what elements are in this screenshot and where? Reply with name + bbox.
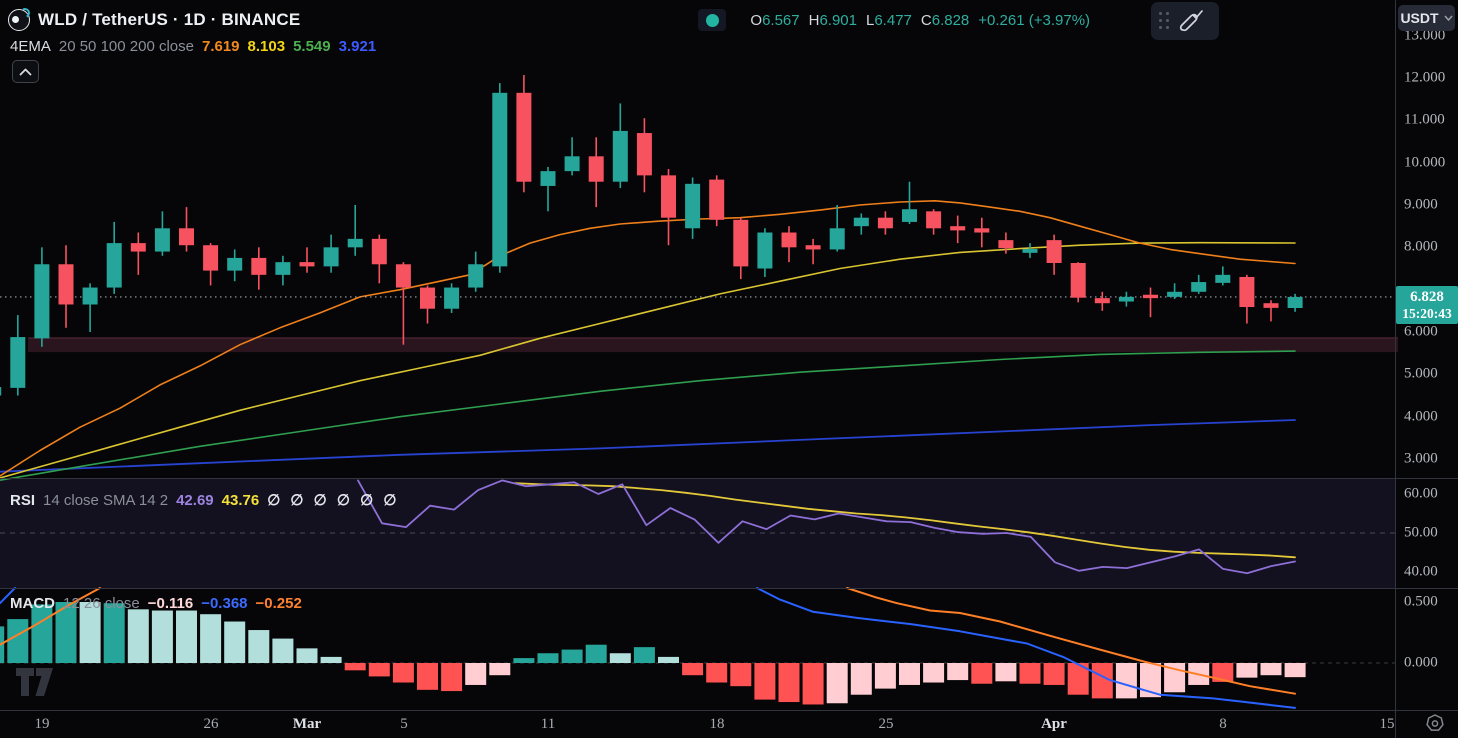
macd-line-value: −0.368 [201, 595, 248, 612]
brush-check-icon[interactable] [1176, 6, 1206, 36]
bar-countdown: 15:20:43 [1402, 305, 1452, 321]
rsi-empty-values: ∅ ∅ ∅ ∅ ∅ ∅ [267, 492, 400, 509]
price-axis-label: 6.000 [1404, 323, 1438, 340]
time-axis-label: 18 [709, 716, 725, 732]
rsi-indicator-name: RSI [10, 491, 36, 509]
high-value: 6.901 [819, 11, 857, 29]
price-axis-label: 3.000 [1404, 450, 1438, 467]
time-axis-label: 11 [540, 716, 556, 732]
macd-indicator-params: 12 26 close [63, 595, 140, 612]
ema-indicator-params: 20 50 100 200 close [58, 38, 194, 55]
ema-legend[interactable]: 4EMA 20 50 100 200 close 7.619 8.103 5.5… [10, 38, 376, 55]
time-axis-label: Apr [1041, 716, 1067, 732]
rsi-legend[interactable]: RSI 14 close SMA 14 2 42.69 43.76 ∅ ∅ ∅ … [10, 491, 400, 510]
close-value: 6.828 [931, 11, 970, 29]
time-axis-label: 19 [34, 716, 50, 732]
time-axis-label: 25 [878, 716, 894, 732]
rsi-axis-label: 50.00 [1404, 524, 1438, 541]
macd-axis-label: 0.000 [1404, 654, 1438, 671]
time-axis-label: 8 [1219, 716, 1227, 732]
price-axis-label: 9.000 [1404, 196, 1438, 213]
symbol-title[interactable]: WLD / TetherUS · 1D · BINANCE [38, 10, 301, 29]
price-axis-label: 12.000 [1404, 69, 1446, 86]
change-value: +0.261 (+3.97%) [978, 11, 1091, 29]
drawing-toolbar[interactable] [1151, 2, 1219, 40]
price-axis-label: 8.000 [1404, 238, 1438, 255]
collapse-legend-button[interactable] [12, 60, 39, 83]
market-status-dot-icon [705, 13, 719, 27]
market-status-button[interactable] [698, 9, 727, 31]
price-axis-label: 11.000 [1404, 111, 1445, 128]
current-price-tag: 6.828 15:20:43 [1396, 286, 1458, 324]
time-axis-label: Mar [292, 716, 322, 732]
gear-icon [1426, 714, 1444, 731]
ohlc-readout: O6.567 H6.901 L6.477 C6.828 +0.261 (+3.9… [750, 11, 1091, 29]
time-axis-label: 26 [203, 716, 219, 732]
ema-indicator-name: 4EMA [10, 38, 51, 55]
macd-axis-label: 0.500 [1404, 593, 1438, 610]
macd-hist-value: −0.116 [147, 595, 194, 612]
price-axis-label: 4.000 [1404, 408, 1438, 425]
ema20-value: 7.619 [201, 38, 240, 55]
price-axis-label: 5.000 [1404, 365, 1438, 382]
low-value: 6.477 [874, 11, 912, 29]
current-price: 6.828 [1410, 288, 1444, 305]
price-axis-label: 10.000 [1404, 154, 1446, 171]
ema200-value: 3.921 [338, 38, 377, 55]
rsi-axis-label: 40.00 [1404, 563, 1438, 580]
chevron-down-icon [1443, 15, 1453, 21]
ema50-value: 8.103 [247, 38, 286, 55]
time-axis-label: 15 [1379, 716, 1395, 732]
price-axis-label: 13.000 [1404, 27, 1446, 44]
time-axis-label: 5 [400, 716, 408, 732]
chevron-up-icon [19, 68, 32, 75]
macd-legend[interactable]: MACD 12 26 close −0.116 −0.368 −0.252 [10, 595, 302, 612]
tradingview-watermark-icon [16, 668, 53, 696]
open-value: 6.567 [762, 11, 800, 29]
rsi-indicator-params: 14 close SMA 14 2 [43, 491, 169, 509]
rsi-axis-label: 60.00 [1404, 485, 1438, 502]
rsi-value: 42.69 [176, 491, 214, 509]
macd-signal-value: −0.252 [255, 595, 302, 612]
drag-handle-icon[interactable] [1159, 12, 1170, 30]
header: WLD / TetherUS · 1D · BINANCE O6.567 H6.… [8, 6, 1091, 32]
macd-indicator-name: MACD [10, 595, 55, 612]
ema100-value: 5.549 [293, 38, 331, 55]
axis-settings-button[interactable] [1420, 712, 1450, 736]
currency-label: USDT [1400, 10, 1439, 26]
rsi-sma-value: 43.76 [221, 491, 260, 509]
currency-selector-button[interactable]: USDT [1398, 5, 1455, 31]
wld-logo-icon [8, 6, 32, 31]
